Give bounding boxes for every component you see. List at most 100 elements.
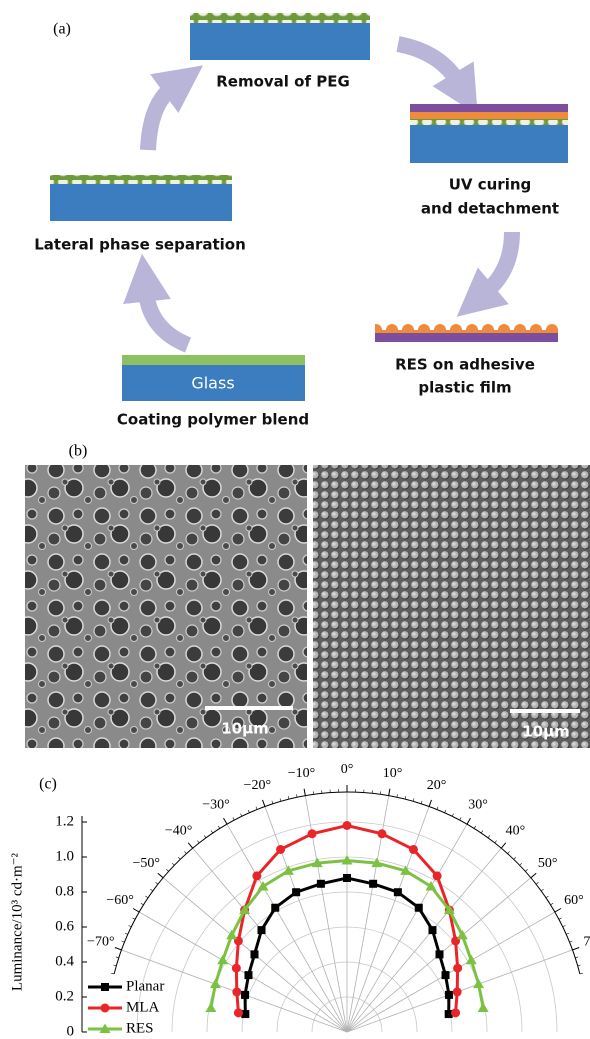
theta-minor-tick [514, 857, 516, 859]
theta-minor-tick [141, 903, 144, 905]
grid-spoke [347, 848, 501, 1032]
legend-item: Planar [88, 978, 164, 994]
theta-minor-tick [211, 831, 213, 833]
legend-label: MLA [126, 999, 160, 1015]
theta-minor-tick [445, 810, 446, 813]
y-tick-label: 0.4 [55, 953, 74, 969]
theta-minor-tick [197, 841, 199, 843]
theta-minor-tick [122, 941, 125, 942]
legend-label: RES [126, 1020, 154, 1036]
marker [433, 871, 442, 880]
theta-tick-label: −50° [133, 856, 161, 871]
theta-minor-tick [132, 918, 135, 919]
marker [343, 874, 351, 882]
scale-label: 10μm [221, 720, 269, 738]
theta-minor-tick [397, 794, 398, 797]
theta-minor-tick [156, 882, 158, 884]
sem-image [313, 465, 590, 748]
marker [415, 904, 423, 912]
theta-minor-tick [161, 876, 163, 878]
theta-minor-tick [166, 869, 168, 871]
legend-item: RES [88, 1020, 154, 1036]
y-tick-label: 0 [67, 1023, 75, 1039]
theta-tick-label: −30° [202, 797, 230, 812]
theta-minor-tick [536, 882, 538, 884]
theta-minor-tick [204, 835, 206, 837]
theta-minor-tick [508, 851, 510, 853]
theta-minor-tick [218, 826, 220, 829]
y-axis-label: Luminance/10³ cd·m⁻² [9, 852, 25, 991]
marker [478, 1002, 489, 1012]
theta-minor-tick [413, 798, 414, 801]
theta-minor-tick [488, 835, 490, 837]
theta-minor-tick [172, 863, 174, 865]
grid-spoke [347, 806, 429, 1032]
theta-minor-tick [125, 933, 128, 934]
polar-chart: 00.20.40.60.81.01.2−70°−60°−50°−40°−30°−… [55, 762, 590, 1039]
marker [409, 845, 418, 854]
sem-image [25, 465, 307, 748]
theta-minor-tick [248, 810, 249, 813]
panel-label: (b) [69, 443, 88, 460]
theta-tick-label: −70° [87, 935, 115, 950]
marker [442, 971, 450, 979]
theta-minor-tick [150, 889, 152, 891]
marker [377, 829, 386, 838]
marker [369, 880, 377, 888]
theta-minor-tick [563, 925, 566, 926]
theta-minor-tick [531, 876, 533, 878]
theta-tick-label: 20° [427, 778, 447, 793]
theta-minor-tick [280, 798, 281, 801]
step-label: UV curing [449, 176, 532, 194]
substrate-label: Glass [191, 374, 234, 393]
marker [210, 979, 221, 989]
theta-minor-tick [240, 814, 241, 817]
theta-tick-label: 40° [506, 824, 526, 839]
y-tick-label: 0.2 [55, 988, 74, 1004]
theta-tick-label: −60° [106, 893, 134, 908]
legend-item: MLA [88, 999, 160, 1015]
marker [451, 1008, 460, 1017]
theta-minor-tick [460, 817, 461, 820]
theta-tick-label: 10° [383, 766, 403, 781]
marker [252, 871, 261, 880]
theta-minor-tick [559, 918, 562, 919]
theta-minor-tick [233, 817, 234, 820]
y-tick-label: 0.8 [55, 883, 74, 899]
legend-label: Planar [126, 978, 164, 994]
theta-minor-tick [146, 896, 148, 898]
marker [394, 888, 402, 896]
theta-minor-tick [129, 925, 132, 926]
y-tick-label: 1.0 [55, 848, 74, 864]
theta-minor-tick [566, 933, 569, 934]
marker [258, 926, 266, 934]
marker [435, 950, 443, 958]
y-tick-label: 0.6 [55, 918, 74, 934]
marker [251, 950, 259, 958]
theta-tick-label: −10° [288, 766, 316, 781]
step-label: Lateral phase separation [34, 236, 246, 254]
theta-tick-label: 30° [468, 797, 488, 812]
marker [343, 821, 352, 830]
legend-marker [101, 1004, 110, 1013]
theta-minor-tick [551, 903, 554, 905]
theta-minor-tick [481, 831, 483, 833]
theta-minor-tick [111, 973, 114, 974]
theta-tick-label: 50° [538, 856, 558, 871]
legend-marker [101, 983, 109, 991]
marker [241, 991, 249, 999]
figure: (a) Glass Removal of PEG UV curing and d… [0, 0, 590, 1039]
theta-minor-tick [501, 846, 503, 848]
marker [445, 991, 453, 999]
step-label: Removal of PEG [216, 73, 350, 91]
theta-minor-tick [272, 801, 273, 804]
step-label: and detachment [421, 200, 559, 218]
marker [453, 964, 462, 973]
theta-minor-tick [184, 851, 186, 853]
theta-tick-label: 0° [341, 762, 354, 777]
marker [466, 955, 477, 965]
step-label: plastic film [418, 379, 511, 397]
theta-minor-tick [570, 941, 573, 942]
theta-minor-tick [288, 796, 289, 799]
theta-minor-tick [421, 801, 422, 804]
